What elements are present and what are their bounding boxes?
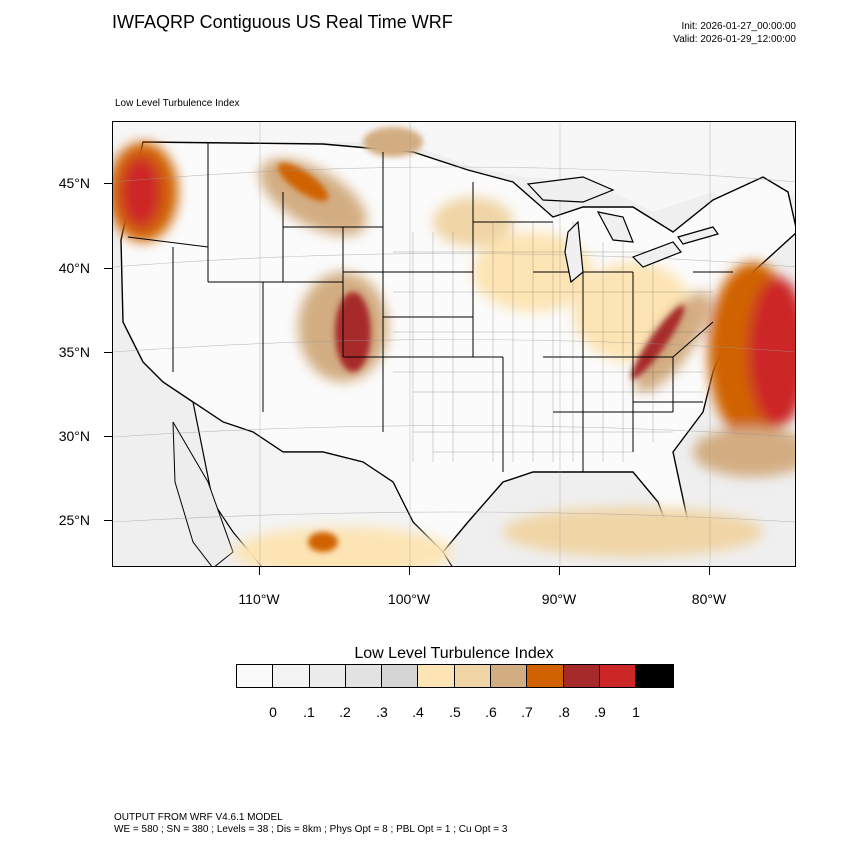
lat-tick <box>104 183 112 184</box>
legend-tick: 0 <box>269 704 277 720</box>
lon-label: 100°W <box>387 591 431 607</box>
legend-swatch <box>273 665 310 687</box>
lon-label: 90°W <box>541 591 577 607</box>
lon-tick <box>559 567 560 575</box>
lon-tick <box>709 567 710 575</box>
legend-tick: 1 <box>632 704 640 720</box>
legend-swatch <box>345 665 383 687</box>
lon-tick <box>259 567 260 575</box>
legend-tick: .6 <box>485 704 497 720</box>
model-config: WE = 580 ; SN = 380 ; Levels = 38 ; Dis … <box>114 824 508 835</box>
init-time: Init: 2026-01-27_00:00:00 <box>681 21 796 32</box>
great-lakes <box>526 176 719 284</box>
lat-label: 25°N <box>58 512 90 528</box>
lat-tick <box>104 268 112 269</box>
turbulence-map <box>112 121 796 567</box>
lat-label: 40°N <box>58 260 90 276</box>
lat-label: 30°N <box>58 428 90 444</box>
legend-swatch <box>418 665 455 687</box>
model-info: OUTPUT FROM WRF V4.6.1 MODEL <box>114 812 283 823</box>
field-name: Low Level Turbulence Index <box>115 98 240 109</box>
lat-tick <box>104 520 112 521</box>
legend-tick: .4 <box>412 704 424 720</box>
lat-tick <box>104 352 112 353</box>
legend-tick: .7 <box>521 704 533 720</box>
state-borders <box>127 142 733 472</box>
lat-label: 45°N <box>58 175 90 191</box>
legend-tick: .9 <box>594 704 606 720</box>
legend-title: Low Level Turbulence Index <box>354 645 554 662</box>
legend-tick: .3 <box>376 704 388 720</box>
legend-swatch <box>636 665 673 687</box>
lat-label: 35°N <box>58 344 90 360</box>
legend-swatch <box>527 665 564 687</box>
legend-swatch <box>599 665 637 687</box>
legend-swatch <box>491 665 528 687</box>
legend-swatch <box>237 665 274 687</box>
mexico-landmass <box>192 400 453 566</box>
canada-landmass <box>113 122 795 217</box>
legend-tick: .5 <box>449 704 461 720</box>
legend-tick: .8 <box>558 704 570 720</box>
legend-swatch <box>309 665 346 687</box>
lon-label: 80°W <box>691 591 727 607</box>
legend-swatch <box>563 665 600 687</box>
lon-tick <box>409 567 410 575</box>
legend-swatch <box>454 665 492 687</box>
legend-tick: .2 <box>339 704 351 720</box>
color-legend <box>236 664 674 688</box>
map-canvas <box>113 122 795 566</box>
lon-label: 110°W <box>238 591 280 607</box>
valid-time: Valid: 2026-01-29_12:00:00 <box>673 34 796 45</box>
lat-tick <box>104 436 112 437</box>
chart-title: IWFAQRP Contiguous US Real Time WRF <box>112 12 453 32</box>
legend-swatch <box>382 665 419 687</box>
legend-tick: .1 <box>303 704 315 720</box>
